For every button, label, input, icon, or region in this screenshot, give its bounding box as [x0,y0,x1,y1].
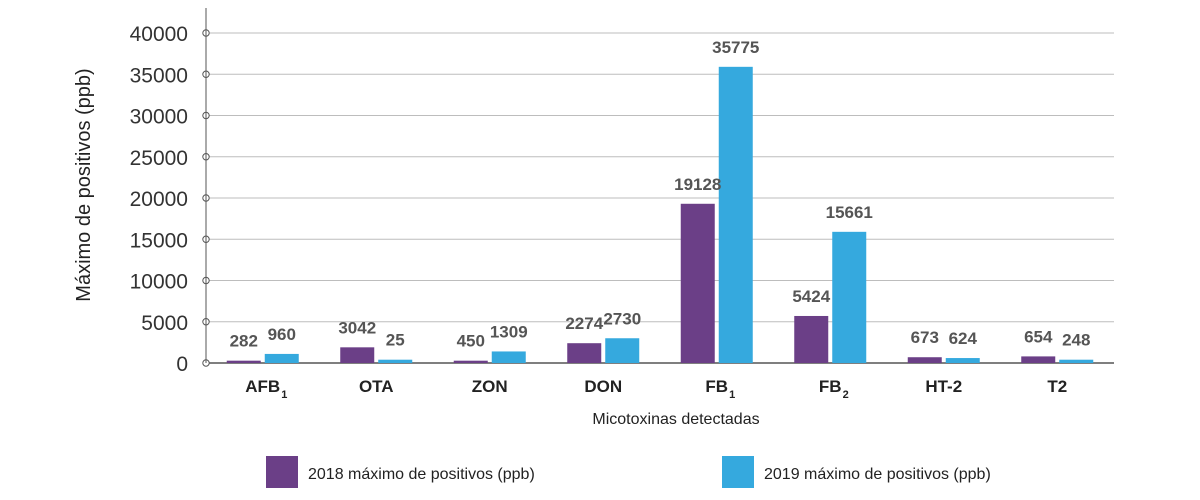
data-label: 15661 [826,203,873,222]
bar-2019 [605,338,640,363]
x-tick-label: ZON [472,377,508,396]
x-tick-label: DON [584,377,622,396]
x-tick-label: AFB [245,377,280,396]
bar-2018 [680,203,715,363]
x-tick-subscript: 1 [729,389,735,401]
y-tick-label: 35000 [130,64,188,87]
data-label: 450 [457,332,485,351]
legend-label: 2018 máximo de positivos (ppb) [308,466,535,483]
y-axis: 0 5000 10000 15000 20000 25000 30000 35000 40000 [130,8,210,376]
y-tick-label: 0 [176,353,188,376]
bar-2019 [264,353,299,363]
bar-2019 [1059,359,1094,363]
data-label: 2274 [565,314,603,333]
data-labels: 282 960 3042 25 450 1309 2274 2730 19128 35775 542… [230,38,1091,351]
x-axis-categories: AFB 1 OTA ZON DON FB 1 FB 2 HT-2 T2 [245,377,1067,401]
data-label: 673 [911,328,939,347]
bar-2018 [907,357,942,363]
y-tick-label: 30000 [130,106,188,129]
legend: 2018 máximo de positivos (ppb) 2019 máxim… [266,456,991,488]
bar-2018 [1021,356,1056,363]
data-label: 248 [1062,331,1090,350]
y-axis-title: Máximo de positivos (ppb) [73,68,95,301]
bar-2018 [226,360,261,363]
legend-label: 2019 máximo de positivos (ppb) [764,466,991,483]
y-tick-label: 40000 [130,23,188,46]
bar-2018 [453,360,488,363]
y-tick-label: 25000 [130,147,188,170]
legend-swatch [266,456,298,488]
x-tick-subscript: 1 [281,389,287,401]
bar-2019 [718,66,753,363]
x-tick-label: FB [819,377,842,396]
bar-2019 [832,231,867,363]
bar-2018 [340,347,375,363]
x-axis-title: Micotoxinas detectadas [592,411,759,428]
data-label: 25 [386,331,405,350]
bar-2018 [567,343,602,363]
gridlines [206,32,1114,364]
data-label: 624 [949,329,978,348]
x-tick-label: OTA [359,377,394,396]
bars [226,66,1094,363]
data-label: 960 [268,325,296,344]
legend-swatch [722,456,754,488]
data-label: 19128 [674,175,721,194]
data-label: 282 [230,332,258,351]
bar-2019 [945,358,980,363]
data-label: 5424 [792,287,830,306]
y-tick-label: 5000 [141,312,188,335]
bar-2018 [794,315,829,363]
data-label: 654 [1024,327,1053,346]
x-tick-label: HT-2 [925,377,962,396]
data-label: 1309 [490,322,528,341]
bar-2019 [378,359,413,363]
bar-2019 [491,351,526,363]
x-tick-subscript: 2 [843,389,849,401]
y-tick-label: 15000 [130,229,188,252]
y-tick-label: 20000 [130,188,188,211]
x-tick-label: FB [705,377,728,396]
data-label: 2730 [603,309,641,328]
y-tick-label: 10000 [130,271,188,294]
x-tick-label: T2 [1047,377,1067,396]
data-label: 35775 [712,38,759,57]
data-label: 3042 [338,318,376,337]
